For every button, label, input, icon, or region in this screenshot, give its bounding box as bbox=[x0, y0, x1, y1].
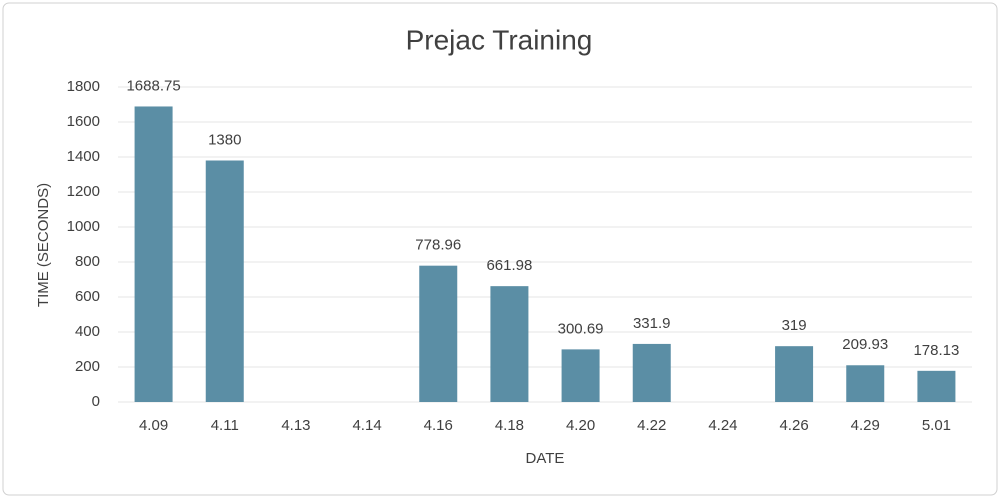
x-tick-label: 4.09 bbox=[139, 417, 168, 434]
bar bbox=[561, 349, 600, 402]
bar bbox=[419, 265, 458, 402]
x-tick-label: 4.13 bbox=[281, 417, 310, 434]
y-tick-label: 0 bbox=[92, 393, 100, 410]
x-tick-label: 4.29 bbox=[851, 417, 880, 434]
x-tick-label: 4.16 bbox=[424, 417, 453, 434]
y-tick-label: 400 bbox=[75, 323, 100, 340]
y-tick-label: 600 bbox=[75, 288, 100, 305]
y-tick-label: 1800 bbox=[67, 78, 100, 95]
bar bbox=[205, 160, 244, 402]
chart-title: Prejac Training bbox=[406, 24, 593, 55]
data-label: 778.96 bbox=[415, 237, 461, 254]
x-tick-label: 5.01 bbox=[922, 417, 951, 434]
y-tick-label: 1200 bbox=[67, 183, 100, 200]
bar bbox=[490, 286, 529, 402]
data-label: 300.69 bbox=[558, 320, 604, 337]
x-tick-label: 4.18 bbox=[495, 417, 524, 434]
data-label: 1380 bbox=[208, 131, 241, 148]
bar bbox=[846, 365, 885, 402]
y-axis-label: TIME (SECONDS) bbox=[35, 183, 52, 307]
bar bbox=[134, 106, 173, 402]
x-tick-label: 4.22 bbox=[637, 417, 666, 434]
data-label: 178.13 bbox=[913, 342, 959, 359]
x-tick-label: 4.11 bbox=[211, 417, 239, 434]
bar bbox=[632, 343, 671, 402]
x-tick-label: 4.26 bbox=[779, 417, 808, 434]
y-tick-label: 200 bbox=[75, 358, 100, 375]
x-tick-label: 4.14 bbox=[352, 417, 381, 434]
bar bbox=[775, 346, 814, 402]
bar bbox=[917, 370, 956, 402]
y-tick-label: 1000 bbox=[67, 218, 100, 235]
data-label: 319 bbox=[782, 317, 807, 334]
data-label: 209.93 bbox=[842, 336, 888, 353]
x-axis-label: DATE bbox=[526, 450, 565, 467]
data-label: 1688.75 bbox=[126, 77, 180, 94]
y-tick-label: 800 bbox=[75, 253, 100, 270]
data-label: 661.98 bbox=[486, 257, 532, 274]
x-tick-label: 4.20 bbox=[566, 417, 595, 434]
x-tick-label: 4.24 bbox=[708, 417, 737, 434]
y-tick-label: 1400 bbox=[67, 148, 100, 165]
data-label: 331.9 bbox=[633, 315, 671, 332]
y-tick-label: 1600 bbox=[67, 113, 100, 130]
